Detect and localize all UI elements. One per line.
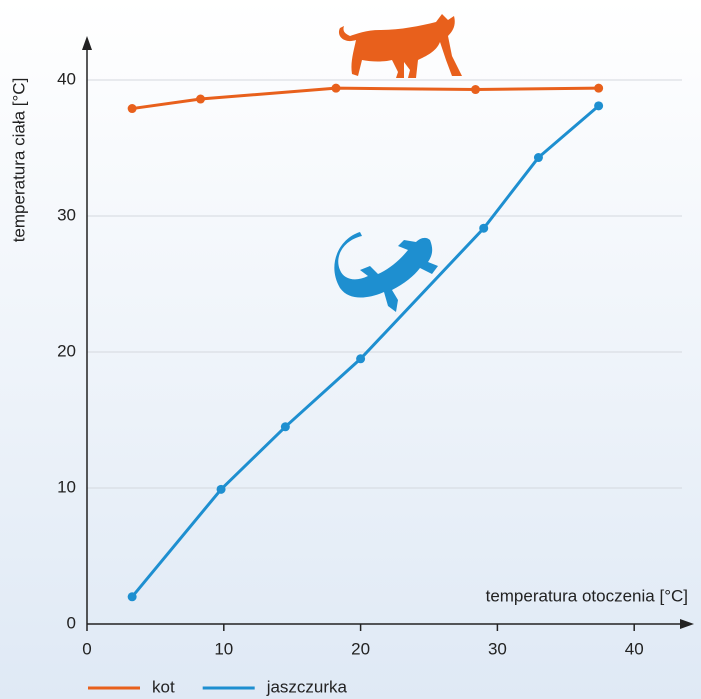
data-point <box>356 354 365 363</box>
x-axis-label: temperatura otoczenia [°C] <box>486 586 688 605</box>
legend-label: jaszczurka <box>266 677 348 696</box>
data-point <box>594 84 603 93</box>
x-tick-label: 10 <box>214 639 233 658</box>
x-tick-label: 30 <box>488 639 507 658</box>
data-point <box>281 422 290 431</box>
chart: temperatura ciała [°C] temperatura otocz… <box>0 0 701 699</box>
data-point <box>217 485 226 494</box>
data-point <box>534 153 543 162</box>
x-tick-label: 40 <box>625 639 644 658</box>
data-point <box>471 85 480 94</box>
y-tick-label: 40 <box>57 69 76 88</box>
y-tick-label: 10 <box>57 477 76 496</box>
x-tick-label: 20 <box>351 639 370 658</box>
y-tick-label: 0 <box>67 613 76 632</box>
data-point <box>594 101 603 110</box>
data-point <box>331 84 340 93</box>
x-tick-label: 0 <box>82 639 91 658</box>
legend-label: kot <box>152 677 175 696</box>
y-tick-label: 30 <box>57 205 76 224</box>
y-tick-label: 20 <box>57 341 76 360</box>
data-point <box>196 95 205 104</box>
y-axis-label: temperatura ciała [°C] <box>9 78 28 243</box>
data-point <box>128 104 137 113</box>
data-point <box>128 592 137 601</box>
data-point <box>479 224 488 233</box>
